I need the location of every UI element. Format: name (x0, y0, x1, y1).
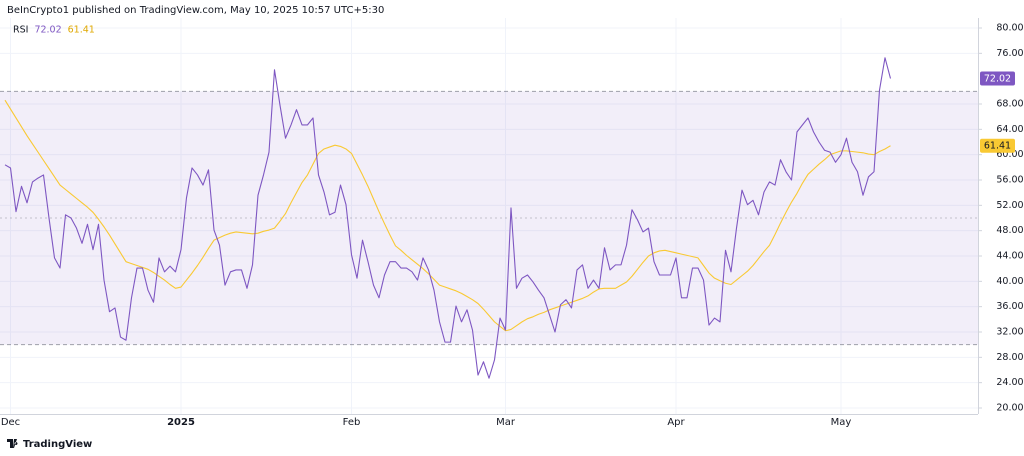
series-line (4, 99, 891, 332)
x-tick-label: May (831, 417, 852, 428)
x-tick-label: Apr (667, 417, 685, 428)
legend: RSI 72.02 61.41 (13, 25, 95, 36)
y-tick-label: 52.00 (996, 200, 1023, 211)
grid (0, 18, 978, 414)
legend-name: RSI (13, 25, 28, 36)
x-tick-label: 2025 (167, 417, 195, 428)
price-badge-label: 61.41 (984, 141, 1011, 152)
price-badge (980, 71, 1015, 86)
y-tick-label: 44.00 (996, 251, 1023, 262)
series-line (4, 57, 892, 379)
x-tick-label: Mar (496, 417, 516, 428)
brand-logo (7, 439, 18, 448)
y-tick-label: 28.00 (996, 352, 1023, 363)
chart-title: BeInCrypto1 published on TradingView.com… (7, 5, 384, 16)
y-tick-label: 76.00 (996, 48, 1023, 59)
legend-value: 72.02 (34, 25, 61, 36)
x-tick-label: Feb (343, 417, 361, 428)
y-tick-label: 24.00 (996, 377, 1023, 388)
y-tick-label: 48.00 (996, 225, 1023, 236)
price-badge-label: 72.02 (984, 74, 1011, 85)
y-tick-label: 36.00 (996, 301, 1023, 312)
legend-value: 61.41 (68, 25, 95, 36)
y-tick-label: 56.00 (996, 175, 1023, 186)
y-tick-label: 40.00 (996, 276, 1023, 287)
y-tick-label: 60.00 (996, 149, 1023, 160)
y-tick-label: 20.00 (996, 403, 1023, 414)
y-tick-label: 64.00 (996, 124, 1023, 135)
y-tick-label: 80.00 (996, 23, 1023, 34)
price-badge (980, 138, 1015, 153)
brand-name: TradingView (23, 439, 92, 450)
y-tick-label: 32.00 (996, 327, 1023, 338)
y-tick-label: 68.00 (996, 99, 1023, 110)
x-tick-label: Dec (1, 417, 20, 428)
